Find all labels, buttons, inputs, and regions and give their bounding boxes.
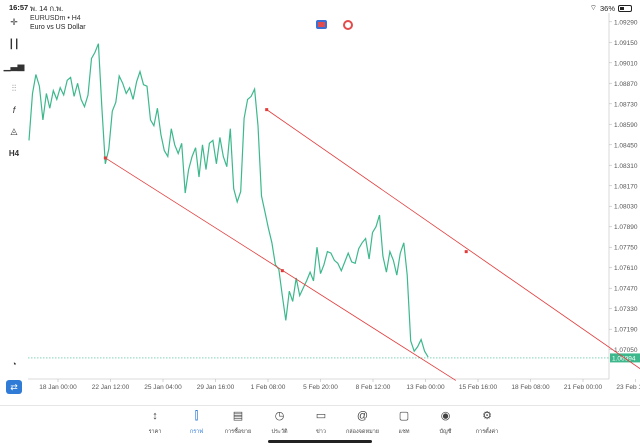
y-tick-label: 1.07050: [614, 347, 638, 354]
nav-label: ราคา: [148, 429, 162, 435]
y-tick-label: 1.07610: [614, 265, 638, 272]
y-tick-label: 1.08450: [614, 142, 638, 149]
mailbox-icon: @: [356, 410, 369, 422]
y-tick-label: 1.08730: [614, 101, 638, 108]
trade-toggle-icon[interactable]: ⇄: [6, 380, 22, 394]
y-tick-label: 1.07330: [614, 306, 638, 313]
bar-chart-icon[interactable]: ▁▃▅: [3, 60, 25, 71]
current-price-label: 1.06994: [612, 355, 636, 362]
settings-icon: ⚙: [482, 410, 492, 422]
trend-line-2: [266, 109, 640, 370]
signal-icon[interactable]: [343, 20, 353, 30]
x-tick-label: 8 Feb 12:00: [356, 384, 391, 391]
function-icon[interactable]: f: [12, 105, 16, 115]
accounts-icon: ◉: [440, 410, 451, 422]
nav-chat[interactable]: ▢ แชท: [382, 408, 426, 436]
timeframe-button[interactable]: H4: [8, 148, 20, 158]
nav-history[interactable]: ◷ ประวัติ: [258, 408, 302, 436]
x-tick-label: 21 Feb 00:00: [564, 384, 603, 391]
y-tick-label: 1.08590: [614, 122, 638, 129]
status-time: 16:57: [9, 3, 29, 12]
symbol-label: EURUSDm • H4 Euro vs US Dollar: [30, 14, 86, 32]
x-tick-label: 15 Feb 16:00: [459, 384, 498, 391]
one-click-trading-icon[interactable]: [316, 20, 327, 29]
x-tick-label: 18 Jan 00:00: [39, 384, 77, 391]
battery-level: [620, 6, 624, 10]
y-tick-label: 1.08870: [614, 81, 638, 88]
nav-label: ข่าว: [316, 429, 326, 435]
nav-accounts[interactable]: ◉ บัญชี: [424, 408, 468, 436]
nav-trade[interactable]: ▤ การซื้อขาย: [216, 408, 260, 436]
y-tick-label: 1.08030: [614, 204, 638, 211]
x-tick-label: 5 Feb 20:00: [303, 384, 338, 391]
status-bar: 16:57 พ. 14 ก.พ. ⌔ 36%: [0, 0, 640, 13]
trend-line-handle: [464, 250, 468, 254]
battery-icon: [618, 4, 632, 12]
x-tick-label: 13 Feb 00:00: [406, 384, 445, 391]
chart-icon: ⫿: [194, 410, 199, 422]
y-tick-label: 1.08310: [614, 163, 638, 170]
trend-line-handle: [280, 269, 284, 273]
left-toolbar: ✛ ┃┃ ▁▃▅ ⫶⫶ f ◬ H4 ◔ ⇄: [0, 13, 28, 394]
x-tick-label: 29 Jan 16:00: [197, 384, 235, 391]
nav-mailbox[interactable]: @ กล่องจดหมาย: [341, 408, 385, 436]
nav-label: กล่องจดหมาย: [345, 429, 380, 435]
price-chart[interactable]: 1.09290 1.09150 1.09010 1.08870 1.08730 1.085…: [28, 13, 640, 401]
y-tick-label: 1.08170: [614, 183, 638, 190]
speedometer-icon[interactable]: ◔: [11, 359, 17, 369]
trend-line-handle: [265, 108, 269, 112]
nav-chart[interactable]: ⫿ กราฟ: [175, 408, 219, 436]
x-tick-label: 18 Feb 08:00: [511, 384, 550, 391]
y-tick-label: 1.09010: [614, 60, 638, 67]
symbol-name: EURUSDm • H4: [30, 15, 81, 22]
bottom-nav: ↕ ราคา ⫿ กราฟ ▤ การซื้อขาย ◷ ประวัติ ▭ ข่าว @ กล่อง…: [0, 405, 640, 447]
nav-news[interactable]: ▭ ข่าว: [299, 408, 343, 436]
trend-line-handle: [103, 156, 107, 160]
nav-label: การตั้งค่า: [475, 429, 499, 435]
news-icon: ▭: [315, 410, 327, 422]
indicator-settings-icon[interactable]: ⫶⫶: [11, 82, 17, 93]
y-tick-label: 1.07890: [614, 224, 638, 231]
history-icon: ◷: [274, 410, 285, 422]
y-tick-label: 1.07750: [614, 245, 638, 252]
crosshair-icon[interactable]: ✛: [10, 16, 18, 27]
price-line: [28, 43, 429, 358]
chart-top-icons: [316, 20, 353, 30]
wifi-icon: ⌔: [589, 3, 597, 12]
quotes-icon: ↕: [152, 410, 158, 422]
symbol-description: Euro vs US Dollar: [30, 24, 86, 31]
y-tick-label: 1.07470: [614, 286, 638, 293]
nav-label: ประวัติ: [271, 429, 288, 435]
x-tick-label: 1 Feb 08:00: [251, 384, 286, 391]
x-tick-label: 22 Jan 12:00: [92, 384, 130, 391]
nav-quotes[interactable]: ↕ ราคา: [133, 408, 177, 436]
chat-icon: ▢: [398, 410, 410, 422]
y-tick-label: 1.07190: [614, 327, 638, 334]
x-tick-label: 25 Jan 04:00: [144, 384, 182, 391]
nav-label: กราฟ: [189, 429, 204, 435]
nav-label: แชท: [398, 429, 410, 435]
candlestick-icon[interactable]: ┃┃: [8, 38, 20, 49]
battery-percent: 36%: [599, 3, 615, 13]
y-tick-label: 1.09290: [614, 19, 638, 26]
nav-label: บัญชี: [439, 429, 452, 435]
nav-label: การซื้อขาย: [224, 429, 252, 435]
trend-line-1: [105, 157, 457, 381]
status-date: พ. 14 ก.พ.: [30, 4, 64, 13]
trade-icon: ▤: [232, 410, 244, 422]
nav-settings[interactable]: ⚙ การตั้งค่า: [465, 408, 509, 436]
y-tick-label: 1.09150: [614, 40, 638, 47]
x-tick-label: 23 Feb 16:00: [616, 384, 640, 391]
shapes-icon[interactable]: ◬: [10, 125, 18, 136]
home-indicator[interactable]: [268, 440, 372, 443]
